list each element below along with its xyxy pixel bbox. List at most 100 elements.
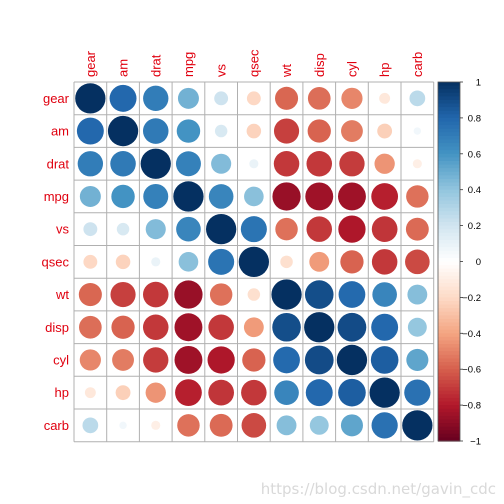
colorbar-segment bbox=[438, 369, 460, 374]
colorbar-segment bbox=[438, 186, 460, 191]
colorbar-segment bbox=[438, 387, 460, 392]
column-label-qsec: qsec bbox=[246, 49, 261, 77]
row-label-carb: carb bbox=[44, 418, 69, 433]
corr-circle-wt-cyl bbox=[338, 281, 366, 308]
corr-circle-wt-disp bbox=[304, 280, 334, 309]
corr-circle-cyl-gear bbox=[79, 349, 101, 371]
corr-circle-gear-cyl bbox=[341, 87, 363, 109]
corr-circle-drat-mpg bbox=[175, 151, 201, 177]
corr-circle-gear-hp bbox=[379, 92, 391, 104]
corr-circle-qsec-hp bbox=[371, 249, 398, 275]
colorbar-segment bbox=[438, 121, 460, 126]
corr-circle-mpg-am bbox=[111, 184, 135, 209]
row-label-qsec: qsec bbox=[42, 254, 70, 269]
colorbar-segment bbox=[438, 390, 460, 395]
row-label-disp: disp bbox=[45, 320, 69, 335]
corr-circle-qsec-gear bbox=[83, 254, 98, 269]
column-label-am: am bbox=[116, 59, 131, 77]
corr-circle-gear-mpg bbox=[177, 87, 199, 109]
corr-circle-mpg-gear bbox=[79, 185, 101, 207]
colorbar-segment bbox=[438, 383, 460, 388]
column-label-hp: hp bbox=[377, 63, 392, 77]
corr-circle-hp-drat bbox=[145, 382, 166, 403]
corr-circle-hp-cyl bbox=[338, 378, 366, 407]
colorbar-segment bbox=[438, 157, 460, 162]
colorbar-segment bbox=[438, 412, 460, 417]
colorbar-segment bbox=[438, 308, 460, 313]
colorbar-segment bbox=[438, 365, 460, 370]
colorbar-segment bbox=[438, 247, 460, 252]
corr-circle-carb-am bbox=[119, 421, 127, 430]
corr-circle-disp-qsec bbox=[243, 317, 264, 338]
colorbar-segment bbox=[438, 200, 460, 205]
colorbar-segment bbox=[438, 114, 460, 119]
corr-circle-cyl-wt bbox=[273, 346, 300, 374]
column-label-carb: carb bbox=[410, 52, 425, 77]
colorbar-segment bbox=[438, 340, 460, 345]
watermark: https://blog.csdn.net/gavin_cdc bbox=[260, 480, 496, 498]
colorbar-segment bbox=[438, 394, 460, 399]
corr-circle-cyl-vs bbox=[207, 346, 235, 374]
corr-circle-hp-carb bbox=[404, 379, 431, 406]
colorbar-segment bbox=[438, 153, 460, 158]
corr-circle-carb-hp bbox=[371, 412, 398, 439]
colorbar-tick-label: −0.6 bbox=[462, 365, 481, 376]
colorbar-segment bbox=[438, 300, 460, 306]
corr-circle-am-wt bbox=[273, 118, 300, 144]
colorbar-tick-label: 0.4 bbox=[468, 185, 481, 196]
colorbar-tick-label: −0.8 bbox=[462, 401, 481, 412]
corr-circle-disp-carb bbox=[407, 317, 427, 337]
colorbar-segment bbox=[438, 351, 460, 356]
colorbar-segment bbox=[438, 333, 460, 338]
column-label-wt: wt bbox=[279, 64, 294, 78]
grid-lines bbox=[73, 81, 435, 443]
corr-circle-disp-am bbox=[111, 315, 135, 339]
row-label-am: am bbox=[51, 124, 69, 139]
corr-circle-drat-gear bbox=[77, 151, 104, 177]
corr-circle-drat-drat bbox=[140, 148, 171, 179]
column-label-drat: drat bbox=[148, 54, 163, 77]
colorbar-segment bbox=[438, 419, 460, 424]
corr-circle-vs-hp bbox=[371, 216, 398, 243]
corr-circle-wt-carb bbox=[407, 284, 428, 305]
corr-circle-mpg-vs bbox=[208, 184, 234, 209]
colorbar-segment bbox=[438, 250, 460, 255]
corr-circle-vs-drat bbox=[145, 219, 166, 240]
corr-circle-vs-qsec bbox=[240, 216, 267, 243]
colorbar-segment bbox=[438, 182, 460, 187]
corr-circle-qsec-mpg bbox=[178, 252, 199, 272]
corr-circle-hp-disp bbox=[305, 379, 333, 407]
colorbar-segment bbox=[438, 397, 460, 403]
colorbar-segment bbox=[438, 125, 460, 130]
colorbar-segment bbox=[438, 322, 460, 327]
corr-circle-carb-cyl bbox=[340, 414, 363, 437]
colorbar-segment bbox=[438, 128, 460, 133]
colorbar-tick-label: −0.2 bbox=[462, 293, 481, 304]
corr-circle-disp-wt bbox=[272, 312, 301, 342]
colorbar-segment bbox=[438, 379, 460, 385]
corr-circle-qsec-am bbox=[115, 254, 131, 270]
colorbar-tick-label: −1 bbox=[470, 437, 481, 448]
colorbar-segment bbox=[438, 405, 460, 410]
corr-circle-cyl-qsec bbox=[242, 348, 266, 372]
corr-circle-mpg-hp bbox=[371, 183, 399, 210]
colorbar-tick-label: 0.8 bbox=[468, 113, 481, 124]
colorbar-segment bbox=[438, 232, 460, 237]
corr-circle-drat-cyl bbox=[339, 151, 365, 177]
corr-circle-disp-disp bbox=[304, 312, 335, 343]
row-label-mpg: mpg bbox=[44, 189, 69, 204]
row-labels: gear am drat mpg vs qsec wt disp cyl hp carb bbox=[42, 91, 70, 433]
colorbar-segment bbox=[438, 275, 460, 281]
colorbar-segment bbox=[438, 132, 460, 137]
corr-circle-carb-drat bbox=[151, 420, 161, 430]
colorbar-segment bbox=[438, 243, 460, 248]
corr-circle-am-carb bbox=[413, 127, 422, 135]
colorbar-segment bbox=[438, 189, 460, 194]
colorbar-segment bbox=[438, 193, 460, 198]
colorbar-segment bbox=[438, 329, 460, 334]
corr-circle-wt-wt bbox=[271, 279, 302, 310]
colorbar-segment bbox=[438, 415, 460, 421]
colorbar-segment bbox=[438, 107, 460, 112]
corr-circle-disp-drat bbox=[142, 314, 169, 341]
